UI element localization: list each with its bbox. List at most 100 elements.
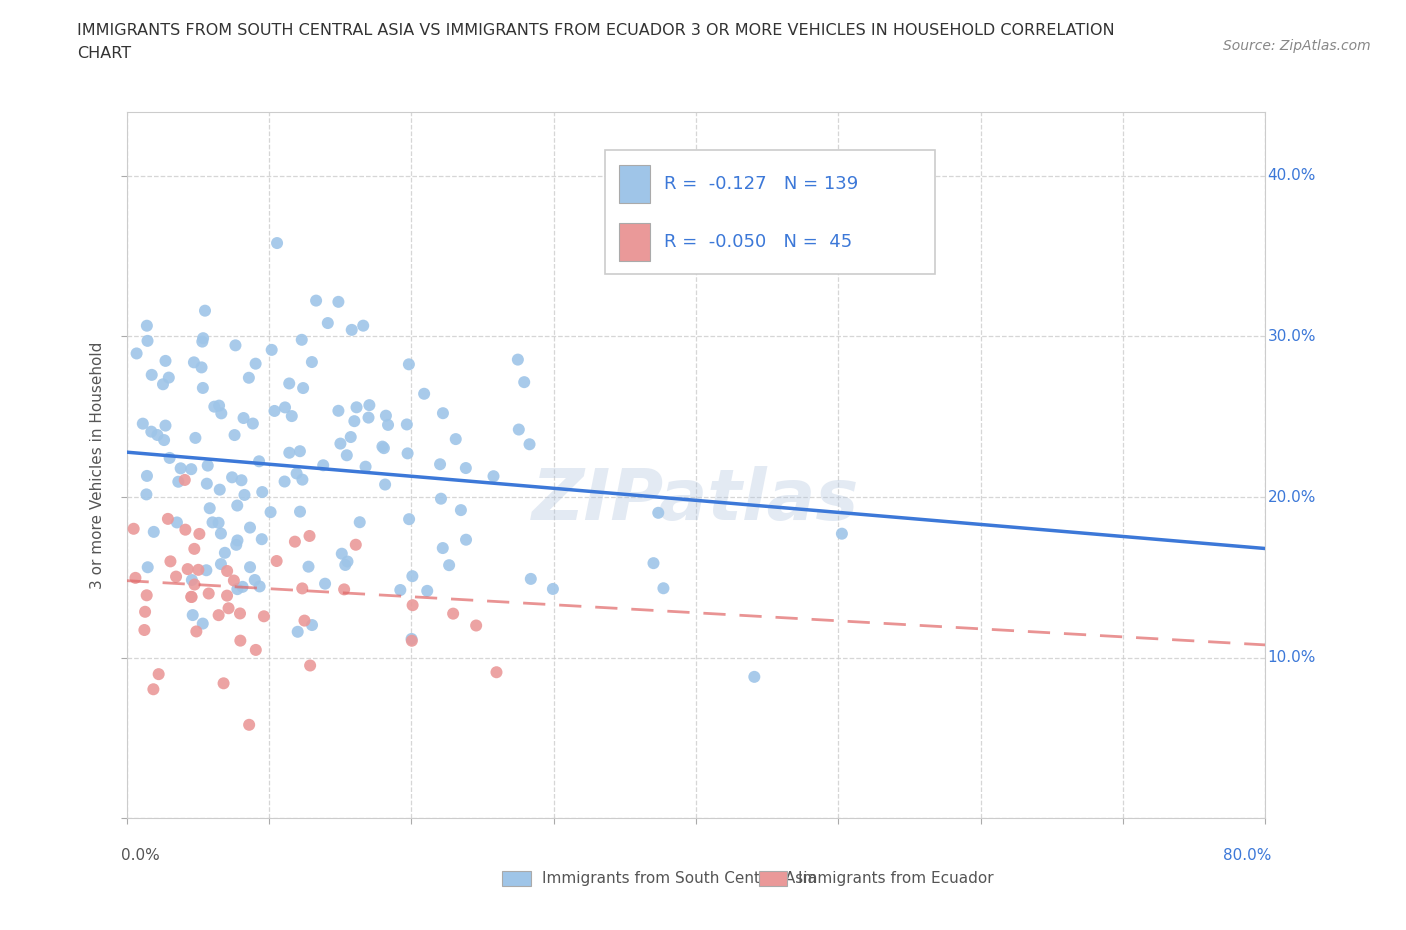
- Point: [132, 417, 155, 432]
- Point: [195, 476, 218, 491]
- Point: [444, 432, 467, 446]
- Point: [465, 618, 488, 633]
- Point: [222, 573, 245, 588]
- Point: [186, 624, 208, 639]
- Point: [520, 571, 543, 586]
- Point: [401, 631, 423, 646]
- Point: [249, 579, 271, 594]
- Point: [294, 613, 316, 628]
- Point: [180, 590, 202, 604]
- Point: [647, 505, 669, 520]
- Point: [183, 541, 205, 556]
- Point: [373, 441, 395, 456]
- Point: [329, 436, 352, 451]
- Point: [194, 303, 217, 318]
- Point: [482, 469, 505, 484]
- Point: [297, 559, 319, 574]
- Point: [217, 564, 239, 578]
- Point: [336, 448, 359, 463]
- Point: [250, 532, 273, 547]
- Point: [238, 370, 260, 385]
- Point: [395, 417, 418, 432]
- Point: [226, 533, 249, 548]
- Point: [437, 558, 460, 573]
- Point: [263, 404, 285, 418]
- Point: [413, 386, 436, 401]
- FancyBboxPatch shape: [502, 870, 531, 886]
- Point: [135, 487, 157, 502]
- Point: [180, 573, 202, 588]
- Point: [330, 546, 353, 561]
- Point: [335, 557, 357, 572]
- Point: [416, 583, 439, 598]
- Text: 30.0%: 30.0%: [1268, 329, 1316, 344]
- Point: [301, 354, 323, 369]
- Point: [197, 586, 219, 601]
- Point: [288, 444, 311, 458]
- Point: [398, 357, 420, 372]
- Point: [371, 439, 394, 454]
- Text: R =  -0.127   N = 139: R = -0.127 N = 139: [664, 176, 858, 193]
- Point: [183, 355, 205, 370]
- Point: [314, 577, 336, 591]
- Point: [165, 569, 187, 584]
- Point: [135, 588, 157, 603]
- Point: [292, 380, 315, 395]
- Text: CHART: CHART: [77, 46, 131, 61]
- Point: [352, 318, 374, 333]
- Point: [152, 377, 174, 392]
- Point: [429, 457, 451, 472]
- Point: [202, 399, 225, 414]
- Point: [359, 398, 381, 413]
- Point: [374, 477, 396, 492]
- Point: [298, 528, 321, 543]
- Point: [239, 520, 262, 535]
- Point: [122, 522, 145, 537]
- Point: [232, 579, 254, 594]
- Point: [188, 526, 211, 541]
- Point: [136, 334, 159, 349]
- Point: [208, 483, 231, 498]
- Text: 0.0%: 0.0%: [121, 848, 160, 863]
- Point: [229, 633, 252, 648]
- Point: [485, 665, 508, 680]
- Point: [374, 408, 396, 423]
- Point: [266, 235, 288, 250]
- Point: [450, 503, 472, 518]
- FancyBboxPatch shape: [619, 165, 651, 204]
- Point: [218, 601, 240, 616]
- Point: [301, 618, 323, 632]
- Point: [432, 540, 454, 555]
- Point: [226, 581, 249, 596]
- Point: [401, 633, 423, 648]
- Point: [333, 582, 356, 597]
- Point: [226, 498, 249, 513]
- Point: [221, 470, 243, 485]
- Point: [225, 538, 247, 552]
- Point: [328, 404, 350, 418]
- Point: [190, 360, 212, 375]
- Point: [239, 560, 262, 575]
- Y-axis label: 3 or more Vehicles in Household: 3 or more Vehicles in Household: [90, 341, 105, 589]
- Point: [432, 405, 454, 420]
- Point: [281, 408, 304, 423]
- Point: [183, 578, 205, 592]
- Point: [316, 315, 339, 330]
- Point: [142, 525, 165, 539]
- Point: [191, 380, 214, 395]
- Point: [541, 581, 564, 596]
- Point: [153, 432, 176, 447]
- Point: [136, 560, 159, 575]
- Point: [513, 375, 536, 390]
- Point: [454, 532, 477, 547]
- Point: [209, 557, 232, 572]
- Point: [278, 445, 301, 460]
- Point: [252, 485, 274, 499]
- Point: [242, 416, 264, 431]
- Point: [195, 563, 218, 578]
- Point: [197, 458, 219, 473]
- Point: [401, 569, 423, 584]
- Point: [169, 461, 191, 476]
- Point: [231, 472, 253, 487]
- Point: [209, 526, 232, 541]
